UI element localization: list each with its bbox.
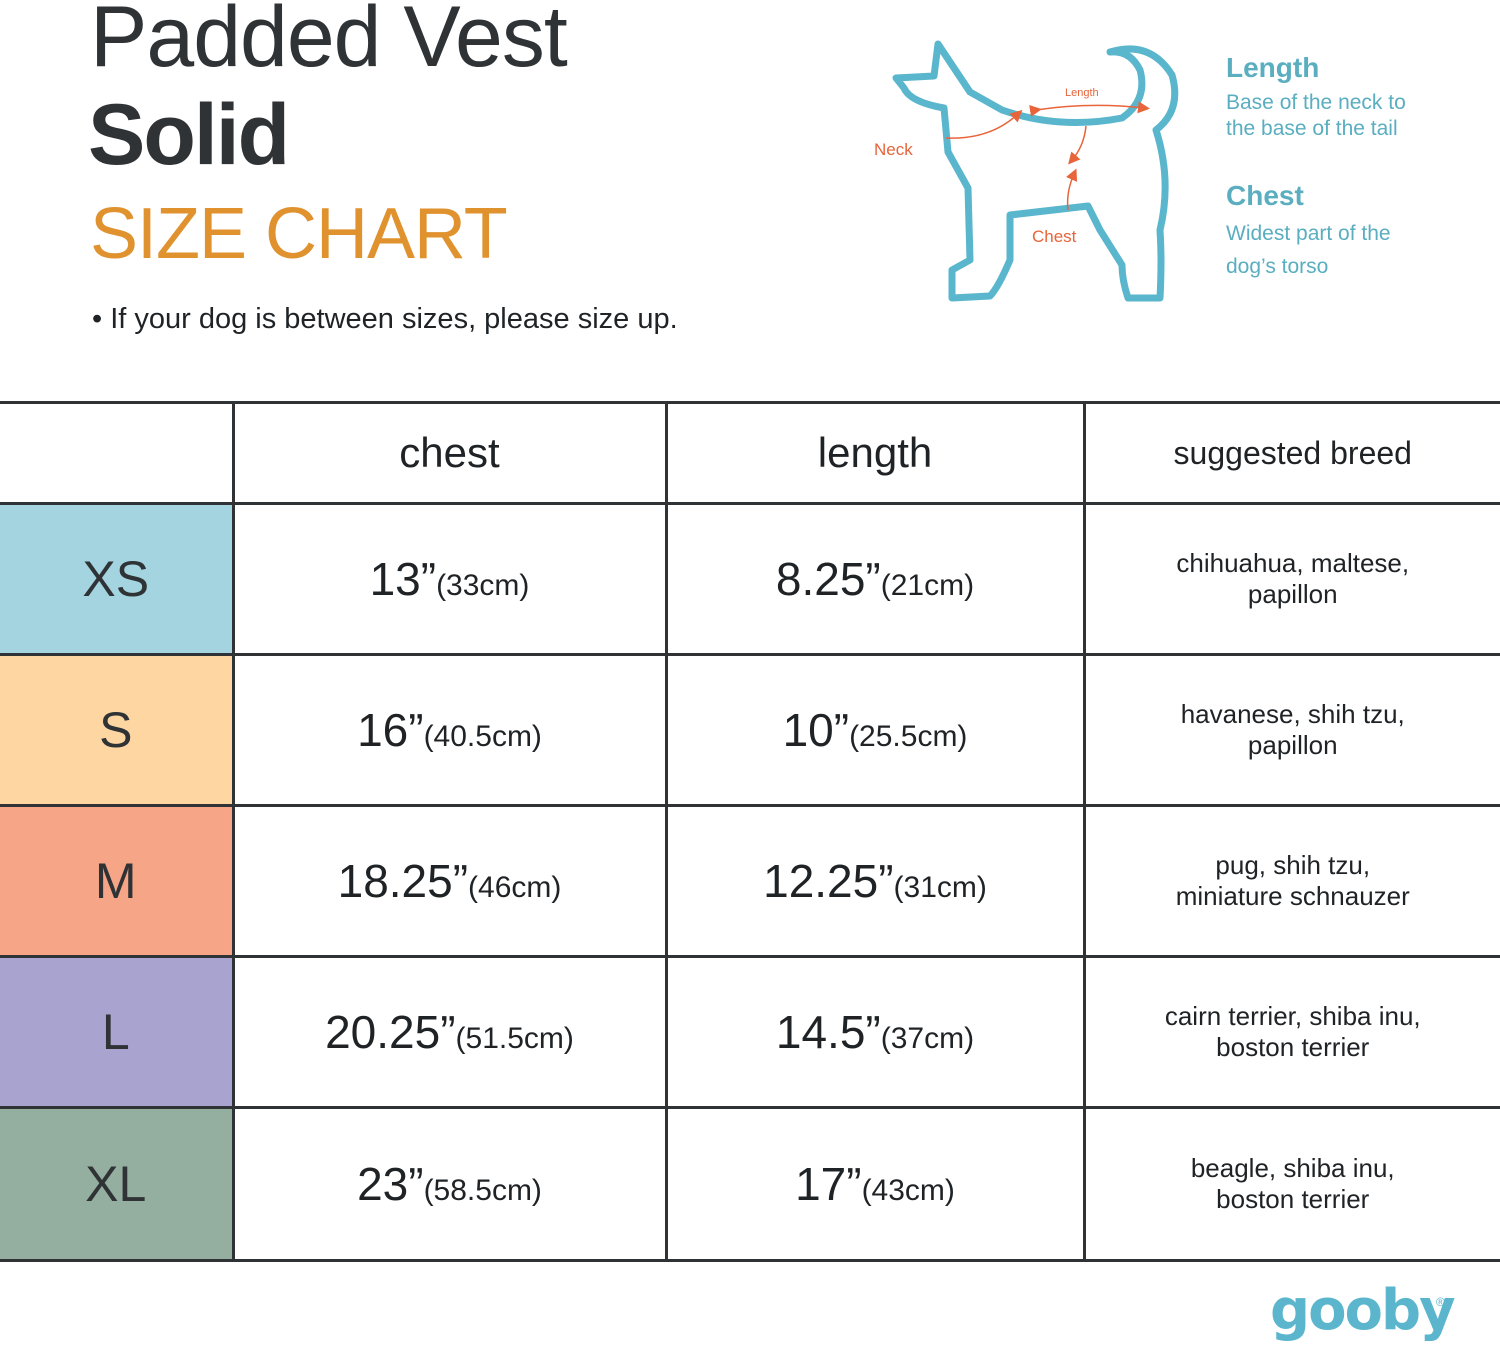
chest-value: 18.25”(46cm) (231, 804, 668, 958)
length-inches: 17” (795, 1158, 862, 1210)
legend-length: Length Base of the neck to the base of t… (1226, 52, 1406, 143)
length-cm: (21cm) (880, 569, 975, 602)
chest-inches: 13” (369, 553, 437, 605)
chest-cm: (51.5cm) (455, 1022, 574, 1055)
breed-line: papillon (1247, 730, 1338, 760)
legend-chest-desc-2: dog’s torso (1226, 254, 1329, 278)
breed-line: havanese, shih tzu, (1180, 698, 1405, 729)
length-inches: 12.25” (763, 855, 894, 907)
table-row: XL 23”(58.5cm) 17”(43cm) beagle, shiba i… (0, 1106, 1500, 1262)
table-row: XS 13”(33cm) 8.25”(21cm) chihuahua, malt… (0, 502, 1500, 656)
legend-length-desc-1: Base of the neck to (1226, 91, 1406, 114)
length-inches: 8.25” (775, 553, 881, 605)
length-label: Length (1065, 87, 1099, 99)
breed-value: havanese, shih tzu, papillon (1082, 653, 1500, 807)
breed-line: miniature schnauzer (1175, 881, 1410, 911)
size-chart-heading: SIZE CHART (90, 194, 508, 274)
chest-inches: 18.25” (337, 855, 469, 907)
chest-value: 16”(40.5cm) (231, 653, 668, 807)
breed-line: cairn terrier, shiba inu, (1164, 1000, 1421, 1031)
chest-value: 20.25”(51.5cm) (231, 955, 668, 1109)
dog-measurement-diagram-icon: Neck Length Chest (874, 40, 1179, 302)
size-label: M (0, 804, 235, 958)
size-table: chest length suggested breed XS 13”(33cm… (0, 401, 1500, 1262)
table-header-row: chest length suggested breed (0, 401, 1500, 505)
size-label: L (0, 955, 235, 1109)
chest-inches: 20.25” (325, 1006, 456, 1058)
table-row: S 16”(40.5cm) 10”(25.5cm) havanese, shih… (0, 653, 1500, 807)
product-variant: Solid (88, 87, 290, 183)
chest-cm: (46cm) (468, 871, 562, 904)
size-label: XL (0, 1106, 235, 1262)
chest-label: Chest (1032, 227, 1077, 246)
length-cm: (25.5cm) (849, 720, 968, 753)
breed-value: chihuahua, maltese, papillon (1082, 502, 1500, 656)
chest-value: 13”(33cm) (231, 502, 668, 656)
neck-label: Neck (874, 140, 913, 159)
header-length: length (664, 401, 1086, 505)
legend-chest-desc-1: Widest part of the (1226, 222, 1391, 245)
chest-cm: (40.5cm) (423, 720, 542, 753)
length-value: 8.25”(21cm) (664, 502, 1086, 656)
breed-value: pug, shih tzu, miniature schnauzer (1082, 804, 1500, 958)
length-value: 14.5”(37cm) (664, 955, 1086, 1109)
length-cm: (31cm) (893, 871, 987, 904)
registered-mark-icon: ® (1436, 1295, 1445, 1309)
chest-inches: 23” (357, 1158, 424, 1210)
breed-value: cairn terrier, shiba inu, boston terrier (1082, 955, 1500, 1109)
breed-line: boston terrier (1216, 1184, 1370, 1214)
breed-line: chihuahua, maltese, (1176, 547, 1410, 578)
length-value: 10”(25.5cm) (664, 653, 1086, 807)
legend-chest: Chest Widest part of the dog’s torso (1226, 180, 1391, 283)
breed-line: pug, shih tzu, (1215, 849, 1371, 880)
length-value: 17”(43cm) (664, 1106, 1086, 1262)
product-title: Padded Vest (90, 0, 568, 85)
breed-line: papillon (1247, 579, 1338, 609)
length-inches: 14.5” (775, 1006, 881, 1058)
legend-length-heading: Length (1226, 52, 1320, 83)
chest-cm: (58.5cm) (423, 1174, 542, 1207)
size-label: XS (0, 502, 235, 656)
legend-chest-heading: Chest (1226, 180, 1304, 211)
legend-length-desc-2: the base of the tail (1226, 117, 1398, 141)
breed-line: boston terrier (1216, 1032, 1370, 1062)
length-cm: (43cm) (861, 1174, 955, 1207)
length-value: 12.25”(31cm) (664, 804, 1086, 958)
chest-cm: (33cm) (436, 569, 530, 602)
header-size (0, 401, 235, 505)
breed-value: beagle, shiba inu, boston terrier (1082, 1106, 1500, 1262)
gooby-logo: gooby (1270, 1278, 1456, 1343)
header-breed: suggested breed (1082, 401, 1500, 505)
breed-line: beagle, shiba inu, (1190, 1152, 1395, 1183)
length-inches: 10” (782, 704, 850, 756)
sizing-note: • If your dog is between sizes, please s… (92, 303, 678, 335)
table-row: L 20.25”(51.5cm) 14.5”(37cm) cairn terri… (0, 955, 1500, 1109)
chest-inches: 16” (357, 704, 424, 756)
header-chest: chest (231, 401, 668, 505)
length-cm: (37cm) (880, 1022, 975, 1055)
size-label: S (0, 653, 235, 807)
chest-value: 23”(58.5cm) (231, 1106, 668, 1262)
table-row: M 18.25”(46cm) 12.25”(31cm) pug, shih tz… (0, 804, 1500, 958)
